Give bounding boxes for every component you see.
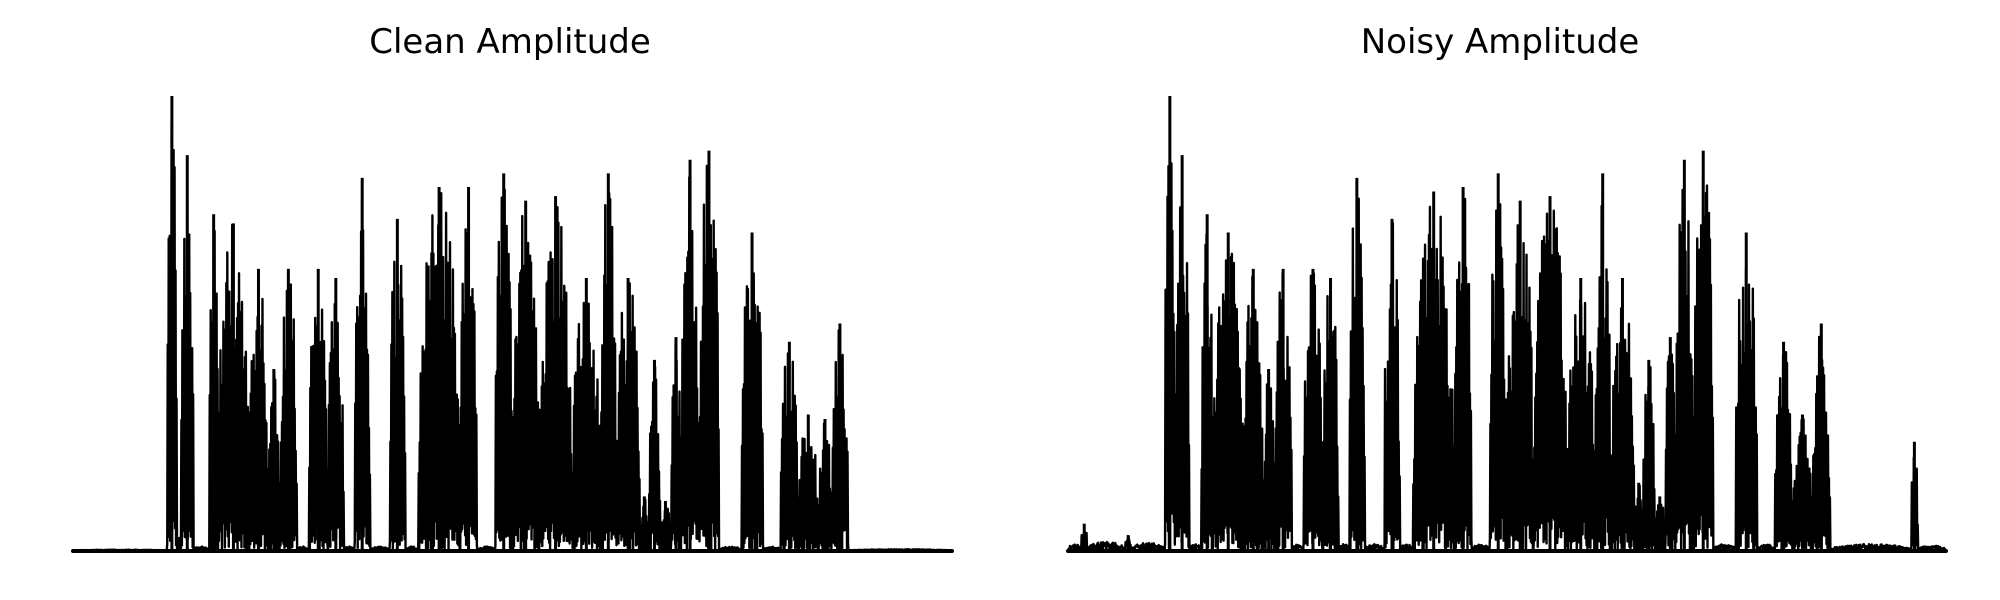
noisy-amplitude-line [1066,162,1947,553]
noisy-amplitude-title: Noisy Amplitude [1360,22,1640,62]
clean-amplitude-waveform [71,96,954,553]
noisy-amplitude-waveform [1066,96,1948,553]
clean-amplitude-title: Clean Amplitude [369,22,651,62]
clean-amplitude-line [72,122,953,553]
